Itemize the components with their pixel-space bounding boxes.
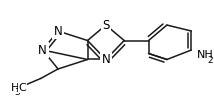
Text: H: H bbox=[10, 83, 19, 93]
Text: 3: 3 bbox=[14, 88, 20, 97]
Text: C: C bbox=[18, 83, 26, 93]
Text: N: N bbox=[38, 43, 47, 56]
Text: 2: 2 bbox=[208, 56, 213, 65]
Text: NH: NH bbox=[196, 51, 213, 60]
Text: N: N bbox=[101, 53, 110, 66]
Text: N: N bbox=[54, 25, 62, 37]
Text: S: S bbox=[102, 19, 110, 31]
